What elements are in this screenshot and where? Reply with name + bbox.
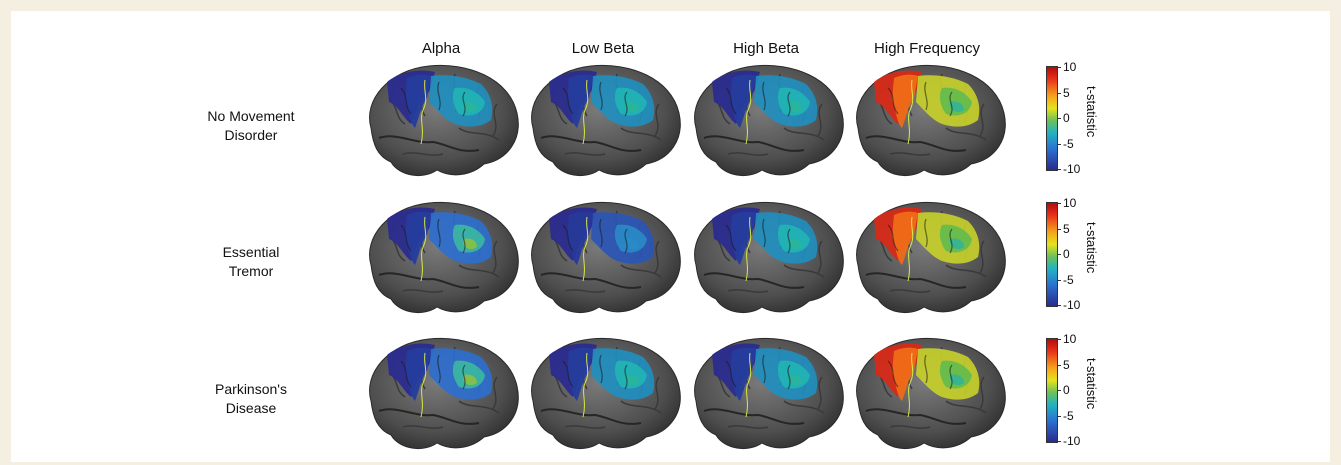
- colorbar-tick-mark: [1058, 118, 1061, 119]
- colorbar-tick-mark: [1058, 254, 1061, 255]
- colorbar-tick-mark: [1058, 279, 1061, 281]
- colorbar-2: [1046, 338, 1058, 443]
- colorbar-tick-mark: [1058, 228, 1061, 230]
- brain-rendering-0-0: [359, 58, 521, 184]
- colorbar-tick-label: -5: [1063, 408, 1074, 423]
- colorbar-tick-label: 5: [1063, 221, 1070, 236]
- colorbar-0: [1046, 66, 1058, 171]
- column-header-low-beta: Low Beta: [571, 40, 635, 57]
- colorbar-axis-label: t-statistic: [1084, 222, 1099, 274]
- brain-rendering-1-0: [359, 195, 521, 321]
- brain-rendering-0-3: [846, 58, 1008, 184]
- column-header-alpha: Alpha: [421, 40, 461, 57]
- colorbar-tick-label: 0: [1063, 383, 1070, 397]
- colorbar-tick-mark: [1058, 143, 1061, 145]
- brain-rendering-2-0: [359, 331, 521, 457]
- colorbar-tick-label: -10: [1063, 162, 1081, 176]
- colorbar-tick-label: -5: [1063, 136, 1074, 151]
- colorbar-axis-label: t-statistic: [1084, 86, 1099, 138]
- colorbar-tick-mark: [1058, 305, 1061, 306]
- colorbar-tick-mark: [1058, 92, 1061, 94]
- colorbar-tick-label: -10: [1063, 298, 1081, 312]
- row-label-no-movement-disorder: No Movement Disorder: [207, 108, 295, 143]
- colorbar-tick-mark: [1058, 415, 1061, 417]
- brain-rendering-2-1: [521, 331, 683, 457]
- brain-rendering-1-3: [846, 195, 1008, 321]
- colorbar-tick-label: 10: [1063, 60, 1077, 74]
- brain-rendering-1-2: [684, 195, 846, 321]
- row-label-essential-tremor: Essential Tremor: [222, 244, 280, 279]
- colorbar-tick-label: 5: [1063, 85, 1070, 100]
- colorbar-tick-mark: [1058, 390, 1061, 391]
- colorbar-tick-label: 10: [1063, 332, 1077, 346]
- colorbar-tick-label: 0: [1063, 111, 1070, 125]
- colorbar-axis-label: t-statistic: [1084, 358, 1099, 410]
- brain-rendering-0-2: [684, 58, 846, 184]
- brain-rendering-0-1: [521, 58, 683, 184]
- colorbar-tick-mark: [1058, 339, 1061, 340]
- colorbar-tick-label: 5: [1063, 357, 1070, 372]
- figure-panel: Alpha Low Beta High Beta High Frequency …: [11, 11, 1330, 462]
- colorbar-tick-mark: [1058, 67, 1061, 68]
- colorbar-tick-label: -5: [1063, 272, 1074, 287]
- row-label-parkinsons-disease: Parkinson's Disease: [215, 381, 287, 416]
- colorbar-1: [1046, 202, 1058, 307]
- colorbar-tick-mark: [1058, 169, 1061, 170]
- column-header-high-frequency: High Frequency: [874, 40, 980, 57]
- colorbar-tick-label: 10: [1063, 196, 1077, 210]
- colorbar-tick-label: -10: [1063, 434, 1081, 448]
- colorbar-tick-label: 0: [1063, 247, 1070, 261]
- colorbar-tick-mark: [1058, 203, 1061, 204]
- column-header-high-beta: High Beta: [733, 40, 799, 57]
- colorbar-tick-mark: [1058, 441, 1061, 442]
- colorbar-tick-mark: [1058, 364, 1061, 366]
- brain-rendering-2-2: [684, 331, 846, 457]
- brain-rendering-1-1: [521, 195, 683, 321]
- brain-rendering-2-3: [846, 331, 1008, 457]
